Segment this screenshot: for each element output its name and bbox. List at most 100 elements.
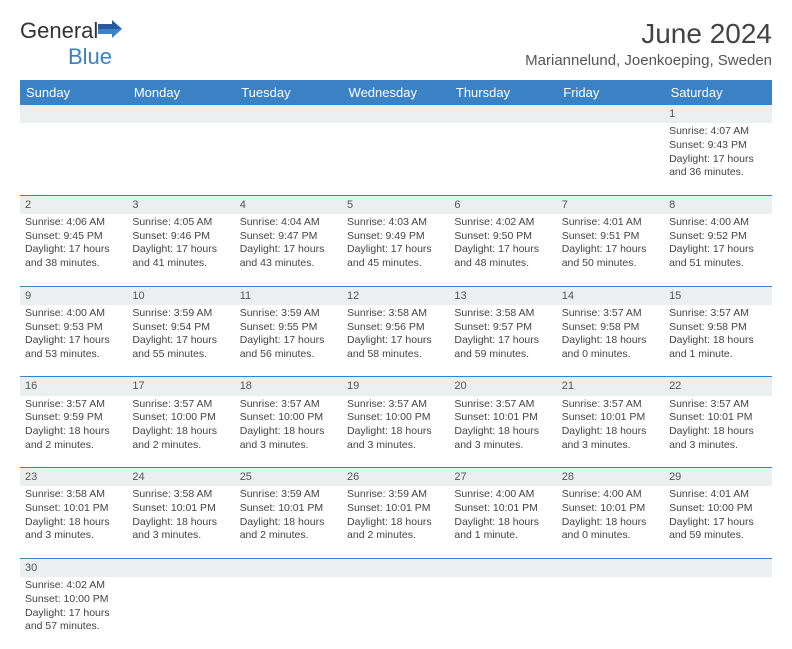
day-cell-line: Sunrise: 3:57 AM <box>669 307 766 321</box>
day-cell <box>557 123 664 195</box>
day-number <box>557 105 664 123</box>
day-cell-line: Sunset: 9:47 PM <box>240 230 337 244</box>
day-cell-line: Daylight: 17 hours and 58 minutes. <box>347 334 444 361</box>
day-cell-line: Sunrise: 4:07 AM <box>669 125 766 139</box>
day-cell <box>235 577 342 649</box>
day-cell-line: Sunset: 9:49 PM <box>347 230 444 244</box>
day-cell <box>127 123 234 195</box>
day-cell-line: Sunset: 9:51 PM <box>562 230 659 244</box>
day-number <box>235 105 342 123</box>
day-cell-line: Sunrise: 4:02 AM <box>25 579 122 593</box>
day-number: 27 <box>449 468 556 487</box>
day-cell-line: Sunrise: 4:00 AM <box>669 216 766 230</box>
day-cell: Sunrise: 3:58 AMSunset: 9:57 PMDaylight:… <box>449 305 556 377</box>
day-cell-line: Daylight: 18 hours and 3 minutes. <box>25 516 122 543</box>
day-number: 8 <box>664 195 771 214</box>
week-row: Sunrise: 4:02 AMSunset: 10:00 PMDaylight… <box>20 577 772 649</box>
day-cell-line: Sunset: 10:01 PM <box>454 502 551 516</box>
day-cell-line: Sunset: 9:46 PM <box>132 230 229 244</box>
day-number: 1 <box>664 105 771 123</box>
day-cell-line: Sunrise: 3:57 AM <box>562 307 659 321</box>
day-cell <box>449 577 556 649</box>
day-cell-line: Sunrise: 4:00 AM <box>25 307 122 321</box>
day-number <box>449 558 556 577</box>
daynum-row: 2345678 <box>20 195 772 214</box>
day-cell-line: Sunrise: 3:57 AM <box>132 398 229 412</box>
day-cell: Sunrise: 3:58 AMSunset: 10:01 PMDaylight… <box>20 486 127 558</box>
day-cell: Sunrise: 3:57 AMSunset: 10:00 PMDaylight… <box>342 396 449 468</box>
col-wednesday: Wednesday <box>342 80 449 105</box>
day-cell-line: Daylight: 18 hours and 3 minutes. <box>669 425 766 452</box>
day-cell <box>449 123 556 195</box>
day-number <box>127 558 234 577</box>
day-cell-line: Daylight: 17 hours and 57 minutes. <box>25 607 122 634</box>
day-number: 11 <box>235 286 342 305</box>
day-cell-line: Daylight: 18 hours and 3 minutes. <box>454 425 551 452</box>
day-number: 2 <box>20 195 127 214</box>
daynum-row: 1 <box>20 105 772 123</box>
day-number <box>557 558 664 577</box>
day-cell-line: Sunset: 10:01 PM <box>454 411 551 425</box>
day-number: 6 <box>449 195 556 214</box>
day-cell-line: Daylight: 17 hours and 56 minutes. <box>240 334 337 361</box>
day-cell-line: Sunset: 9:54 PM <box>132 321 229 335</box>
week-row: Sunrise: 4:00 AMSunset: 9:53 PMDaylight:… <box>20 305 772 377</box>
day-cell: Sunrise: 3:57 AMSunset: 10:00 PMDaylight… <box>127 396 234 468</box>
day-number: 25 <box>235 468 342 487</box>
day-cell-line: Daylight: 18 hours and 3 minutes. <box>132 516 229 543</box>
day-cell-line: Daylight: 17 hours and 36 minutes. <box>669 153 766 180</box>
day-cell-line: Sunrise: 3:58 AM <box>132 488 229 502</box>
day-cell-line: Sunset: 9:57 PM <box>454 321 551 335</box>
day-number: 26 <box>342 468 449 487</box>
day-cell-line: Sunset: 10:00 PM <box>25 593 122 607</box>
day-cell-line: Daylight: 18 hours and 3 minutes. <box>240 425 337 452</box>
day-number: 10 <box>127 286 234 305</box>
day-cell-line: Sunset: 10:00 PM <box>347 411 444 425</box>
day-number: 23 <box>20 468 127 487</box>
day-cell-line: Sunrise: 4:01 AM <box>669 488 766 502</box>
day-cell: Sunrise: 4:07 AMSunset: 9:43 PMDaylight:… <box>664 123 771 195</box>
day-cell: Sunrise: 3:57 AMSunset: 10:00 PMDaylight… <box>235 396 342 468</box>
day-cell: Sunrise: 3:57 AMSunset: 9:58 PMDaylight:… <box>557 305 664 377</box>
day-number: 5 <box>342 195 449 214</box>
day-number: 15 <box>664 286 771 305</box>
day-cell-line: Sunset: 9:58 PM <box>562 321 659 335</box>
day-cell-line: Sunrise: 3:57 AM <box>454 398 551 412</box>
day-cell-line: Daylight: 17 hours and 59 minutes. <box>669 516 766 543</box>
day-number: 9 <box>20 286 127 305</box>
day-cell-line: Daylight: 18 hours and 3 minutes. <box>562 425 659 452</box>
logo-text-general: General <box>20 18 98 43</box>
day-cell-line: Sunset: 10:01 PM <box>562 411 659 425</box>
day-cell: Sunrise: 3:57 AMSunset: 9:58 PMDaylight:… <box>664 305 771 377</box>
day-number <box>235 558 342 577</box>
day-cell-line: Sunrise: 3:58 AM <box>454 307 551 321</box>
day-cell-line: Sunrise: 3:57 AM <box>562 398 659 412</box>
day-number: 20 <box>449 377 556 396</box>
day-number <box>342 105 449 123</box>
day-number: 29 <box>664 468 771 487</box>
day-cell-line: Sunrise: 3:58 AM <box>347 307 444 321</box>
day-cell-line: Daylight: 17 hours and 53 minutes. <box>25 334 122 361</box>
day-cell-line: Daylight: 17 hours and 43 minutes. <box>240 243 337 270</box>
col-sunday: Sunday <box>20 80 127 105</box>
col-tuesday: Tuesday <box>235 80 342 105</box>
day-cell-line: Sunrise: 3:59 AM <box>240 307 337 321</box>
day-cell-line: Sunrise: 3:59 AM <box>240 488 337 502</box>
day-cell <box>342 123 449 195</box>
day-number: 30 <box>20 558 127 577</box>
day-cell <box>557 577 664 649</box>
day-number: 13 <box>449 286 556 305</box>
day-cell: Sunrise: 3:59 AMSunset: 9:55 PMDaylight:… <box>235 305 342 377</box>
day-cell-line: Sunset: 9:45 PM <box>25 230 122 244</box>
day-cell-line: Sunset: 10:01 PM <box>240 502 337 516</box>
day-cell-line: Daylight: 18 hours and 0 minutes. <box>562 516 659 543</box>
day-cell-line: Daylight: 18 hours and 2 minutes. <box>347 516 444 543</box>
day-number: 3 <box>127 195 234 214</box>
day-number: 17 <box>127 377 234 396</box>
day-number: 7 <box>557 195 664 214</box>
day-cell: Sunrise: 4:00 AMSunset: 10:01 PMDaylight… <box>449 486 556 558</box>
day-cell <box>342 577 449 649</box>
month-title: June 2024 <box>525 18 772 50</box>
day-cell: Sunrise: 4:00 AMSunset: 9:52 PMDaylight:… <box>664 214 771 286</box>
day-cell-line: Sunrise: 3:57 AM <box>347 398 444 412</box>
